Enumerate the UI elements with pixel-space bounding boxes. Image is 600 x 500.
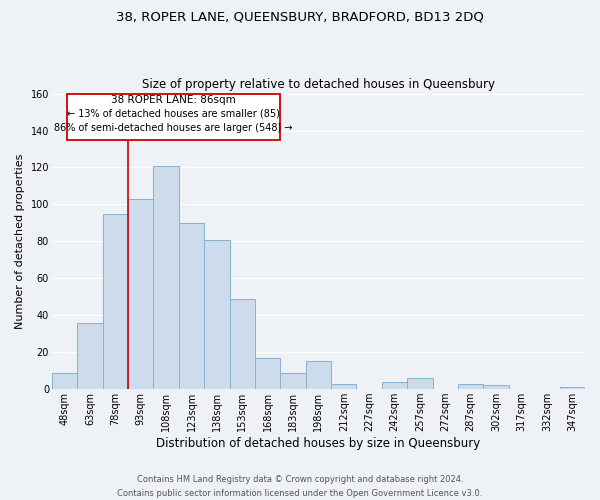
- Text: ← 13% of detached houses are smaller (85): ← 13% of detached houses are smaller (85…: [67, 109, 280, 119]
- Bar: [280, 372, 306, 389]
- Bar: [230, 298, 255, 389]
- Bar: [154, 166, 179, 389]
- Bar: [331, 384, 356, 389]
- X-axis label: Distribution of detached houses by size in Queensbury: Distribution of detached houses by size …: [156, 437, 481, 450]
- Bar: [560, 388, 585, 389]
- Bar: [128, 199, 154, 389]
- Text: 38 ROPER LANE: 86sqm: 38 ROPER LANE: 86sqm: [112, 96, 236, 106]
- Bar: [484, 386, 509, 389]
- Title: Size of property relative to detached houses in Queensbury: Size of property relative to detached ho…: [142, 78, 495, 91]
- Text: 38, ROPER LANE, QUEENSBURY, BRADFORD, BD13 2DQ: 38, ROPER LANE, QUEENSBURY, BRADFORD, BD…: [116, 10, 484, 23]
- Bar: [179, 223, 204, 389]
- Text: 86% of semi-detached houses are larger (548) →: 86% of semi-detached houses are larger (…: [55, 122, 293, 132]
- Bar: [67, 94, 280, 140]
- Bar: [255, 358, 280, 389]
- Bar: [458, 384, 484, 389]
- Bar: [52, 372, 77, 389]
- Bar: [103, 214, 128, 389]
- Bar: [204, 240, 230, 389]
- Y-axis label: Number of detached properties: Number of detached properties: [15, 154, 25, 329]
- Bar: [382, 382, 407, 389]
- Bar: [407, 378, 433, 389]
- Bar: [77, 322, 103, 389]
- Bar: [306, 362, 331, 389]
- Text: Contains HM Land Registry data © Crown copyright and database right 2024.
Contai: Contains HM Land Registry data © Crown c…: [118, 476, 482, 498]
